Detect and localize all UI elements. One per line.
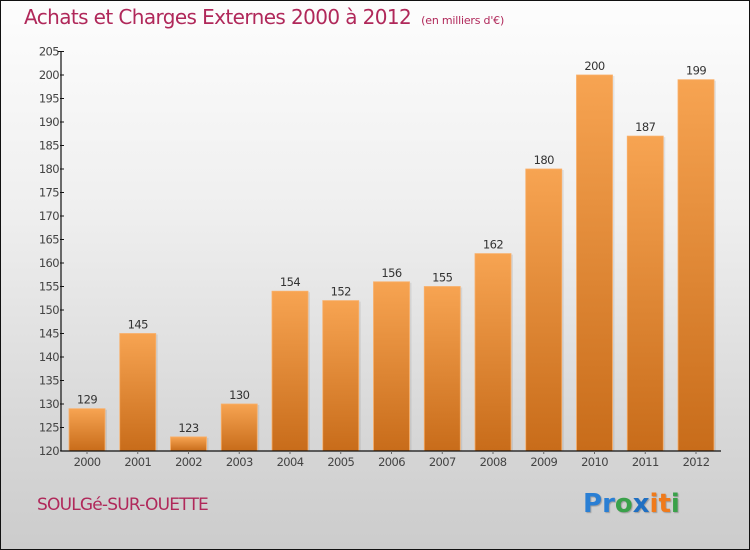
y-tick-label-145: 145 — [39, 327, 59, 341]
x-tick-label-2006: 2006 — [378, 455, 405, 469]
y-tick-label-130: 130 — [39, 397, 59, 411]
y-tick-label-165: 165 — [39, 233, 59, 247]
y-axis: 120 125 130 135 140 145 150 155 160 165 170 175 180 1… — [39, 45, 64, 458]
bar-2006 — [373, 281, 410, 452]
value-label-2005: 152 — [331, 285, 351, 299]
bar-2012 — [677, 79, 715, 452]
bar-2009 — [525, 168, 563, 452]
y-tick-label-140: 140 — [39, 350, 59, 364]
x-tick-label-2001: 2001 — [124, 455, 151, 469]
y-tick-label-150: 150 — [39, 303, 59, 317]
x-tick-label-2003: 2003 — [226, 455, 253, 469]
x-tick-label-2011: 2011 — [632, 455, 659, 469]
proxiti-logo[interactable]: Proxiti — [583, 489, 680, 519]
bar-2005 — [322, 300, 360, 452]
y-tick-label-120: 120 — [39, 444, 59, 458]
x-tick-label-2002: 2002 — [175, 455, 202, 469]
value-label-2008: 162 — [483, 238, 503, 252]
x-axis: 2000 2001 2002 2003 2004 2005 2006 2007 2008 2009… — [61, 450, 721, 469]
chart-title-main: Achats et Charges Externes 2000 à 2012 — [24, 5, 412, 29]
value-label-2003: 130 — [229, 388, 249, 402]
value-label-2012: 199 — [686, 64, 706, 78]
y-tick-label-170: 170 — [39, 209, 59, 223]
value-label-2002: 123 — [178, 421, 198, 435]
bar-2008 — [474, 253, 512, 452]
value-label-2000: 129 — [77, 393, 97, 407]
bar-2003 — [220, 403, 258, 452]
logo-letter: i — [670, 489, 680, 519]
x-tick-label-2009: 2009 — [530, 455, 557, 469]
bar-2007 — [423, 286, 461, 452]
logo-letter: t — [658, 489, 671, 519]
value-label-2011: 187 — [635, 120, 655, 134]
x-tick-label-2007: 2007 — [429, 455, 456, 469]
x-tick-label-2004: 2004 — [277, 455, 304, 469]
y-tick-label-175: 175 — [39, 186, 59, 200]
x-tick-label-2000: 2000 — [74, 455, 101, 469]
value-label-2009: 180 — [534, 153, 554, 167]
y-tick-label-190: 190 — [39, 115, 59, 129]
y-tick-label-180: 180 — [39, 162, 59, 176]
bar-2001 — [119, 333, 157, 452]
value-label-2004: 154 — [280, 275, 300, 289]
y-tick-label-205: 205 — [39, 45, 59, 59]
chart-title-unit: (en milliers d'€) — [421, 14, 505, 27]
bar-2010 — [576, 74, 613, 452]
y-tick-label-200: 200 — [39, 68, 59, 82]
y-tick-label-195: 195 — [39, 92, 59, 106]
value-label-2007: 155 — [432, 271, 452, 285]
bar-2004 — [271, 290, 309, 452]
y-tick-label-185: 185 — [39, 139, 59, 153]
chart-title: Achats et Charges Externes 2000 à 2012 (e… — [24, 5, 504, 29]
x-tick-label-2005: 2005 — [327, 455, 354, 469]
logo-letter: r — [602, 489, 615, 519]
bar-2000 — [68, 408, 106, 452]
y-tick-label-160: 160 — [39, 256, 59, 270]
logo-letter: P — [583, 489, 603, 519]
y-tick-label-135: 135 — [39, 374, 59, 388]
y-tick-label-125: 125 — [39, 421, 59, 435]
x-tick-label-2008: 2008 — [480, 455, 507, 469]
value-label-2010: 200 — [584, 59, 604, 73]
logo-letter: x — [632, 489, 650, 519]
value-label-2001: 145 — [128, 318, 148, 332]
bars-group: 129 145 123 130 154 152 156 155 162 180 200 187 199 — [68, 59, 716, 452]
bar-2002 — [170, 436, 207, 452]
bar-2011 — [626, 135, 664, 452]
logo-letter: o — [614, 489, 633, 519]
value-label-2006: 156 — [381, 266, 401, 280]
x-tick-label-2010: 2010 — [581, 455, 608, 469]
y-tick-label-155: 155 — [39, 280, 59, 294]
logo-letter: i — [649, 489, 659, 519]
x-tick-label-2012: 2012 — [683, 455, 710, 469]
town-name: SOULGé-SUR-OUETTE — [37, 495, 209, 515]
